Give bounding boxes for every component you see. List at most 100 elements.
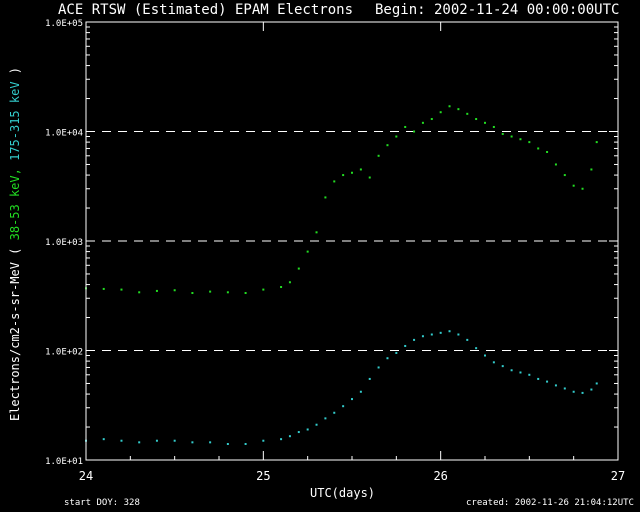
data-point xyxy=(324,417,327,420)
data-point xyxy=(501,365,504,368)
ylabel-suffix: ) xyxy=(8,67,22,81)
data-point xyxy=(510,135,513,138)
data-point xyxy=(120,439,123,442)
data-point xyxy=(484,121,486,124)
start-doy: start DOY: 328 xyxy=(64,498,140,508)
data-point xyxy=(120,288,123,291)
ylabel-prefix: Electrons/cm2-s-sr-MeV ( xyxy=(8,240,22,421)
data-point xyxy=(395,351,398,354)
x-tick-label: 24 xyxy=(79,469,93,483)
data-point xyxy=(191,292,194,295)
begin-time: Begin: 2002-11-24 00:00:00UTC xyxy=(375,2,620,18)
data-point xyxy=(280,438,283,441)
data-point xyxy=(244,442,247,445)
data-point xyxy=(297,431,300,434)
data-point xyxy=(351,171,353,174)
data-point xyxy=(466,338,469,341)
data-point xyxy=(386,357,389,360)
y-tick-label: 1.0E+05 xyxy=(45,19,83,29)
y-tick-label: 1.0E+03 xyxy=(45,238,83,248)
data-point xyxy=(368,377,371,380)
data-point xyxy=(102,287,105,290)
data-point xyxy=(595,141,598,144)
data-point xyxy=(563,174,566,177)
y-tick-label: 1.0E+02 xyxy=(45,348,83,358)
data-point xyxy=(430,118,433,121)
data-point xyxy=(315,231,318,234)
y-tick-label: 1.0E+04 xyxy=(45,129,83,139)
y-axis: 1.0E+01 1.0E+02 1.0E+03 1.0E+04 1.0E+05 xyxy=(45,19,618,467)
data-point xyxy=(155,439,158,442)
data-point xyxy=(306,428,309,431)
data-point xyxy=(377,154,380,157)
data-point xyxy=(554,384,557,387)
data-point xyxy=(595,382,598,385)
data-point xyxy=(226,442,229,445)
data-points xyxy=(85,105,598,445)
data-point xyxy=(386,144,389,147)
data-point xyxy=(404,125,407,128)
data-point xyxy=(519,138,522,141)
data-point xyxy=(209,441,212,444)
data-point xyxy=(404,344,407,347)
data-point xyxy=(138,441,141,444)
x-axis: 24 25 26 27 xyxy=(79,22,625,483)
data-point xyxy=(342,174,345,177)
data-point xyxy=(226,291,229,294)
data-point xyxy=(262,439,265,442)
x-tick-label: 27 xyxy=(611,469,625,483)
data-point xyxy=(191,441,194,444)
data-point xyxy=(359,168,362,171)
data-point xyxy=(590,388,593,391)
x-tick-label: 25 xyxy=(256,469,270,483)
data-point xyxy=(484,354,486,357)
data-point xyxy=(439,111,442,114)
data-point xyxy=(492,361,495,364)
data-point xyxy=(209,290,212,293)
data-point xyxy=(351,398,353,401)
series-low-energy xyxy=(85,105,598,295)
data-point xyxy=(297,267,300,270)
data-point xyxy=(306,250,309,253)
data-point xyxy=(333,411,336,414)
ylabel-sep xyxy=(8,161,22,168)
y-axis-label: Electrons/cm2-s-sr-MeV ( 38-53 keV, 175-… xyxy=(8,67,22,421)
data-point xyxy=(581,391,584,394)
data-point xyxy=(324,196,327,199)
data-point xyxy=(395,135,398,138)
data-point xyxy=(138,291,141,294)
data-point xyxy=(333,180,336,183)
grid-lines xyxy=(86,131,618,351)
x-axis-label: UTC(days) xyxy=(310,486,376,500)
data-point xyxy=(581,187,584,190)
data-point xyxy=(244,292,247,295)
data-point xyxy=(448,330,451,333)
data-point xyxy=(572,390,575,393)
data-point xyxy=(528,373,531,376)
data-point xyxy=(368,176,371,179)
chart-title: ACE RTSW (Estimated) EPAM Electrons xyxy=(58,2,354,18)
data-point xyxy=(430,333,433,336)
data-point xyxy=(457,108,460,111)
data-point xyxy=(173,289,176,292)
data-point xyxy=(475,118,478,121)
data-point xyxy=(492,125,495,128)
data-point xyxy=(288,281,291,284)
data-point xyxy=(448,105,451,108)
data-point xyxy=(528,141,531,144)
created-time: created: 2002-11-26 21:04:12UTC xyxy=(466,498,634,508)
data-point xyxy=(554,163,557,166)
data-point xyxy=(537,377,540,380)
data-point xyxy=(413,338,416,341)
data-point xyxy=(537,147,540,150)
data-point xyxy=(413,130,416,133)
data-point xyxy=(102,438,105,441)
data-point xyxy=(377,366,380,369)
data-point xyxy=(280,286,283,289)
data-point xyxy=(262,288,265,291)
data-point xyxy=(590,168,593,171)
ylabel-high-energy: 175-315 keV xyxy=(8,81,22,160)
data-point xyxy=(457,333,460,336)
data-point xyxy=(546,150,549,153)
